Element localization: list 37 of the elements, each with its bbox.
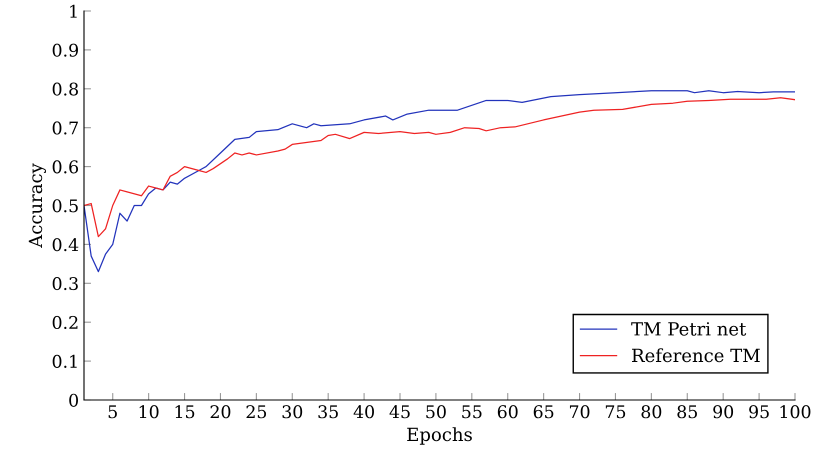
y-tick-label: 0.5 [52,199,78,212]
x-tick-label: 65 [534,405,554,418]
x-tick-label: 55 [462,405,482,418]
y-tick-label: 0.7 [52,121,78,135]
x-tick-label: 50 [426,405,446,418]
y-tick-label: 0.3 [52,277,78,290]
y-tick-label: 0.2 [52,316,78,330]
x-tick-label: 85 [677,405,697,418]
x-axis-title: Epochs [407,427,472,445]
line-series [84,90,795,272]
y-tick-label: 0.1 [52,354,77,368]
y-tick-label: 0.6 [52,160,78,174]
legend-label: TM Petri net [631,322,746,336]
line-series [84,97,795,238]
x-tick-label: 25 [246,405,266,418]
x-tick-label: 90 [713,405,734,418]
y-tick-label: 0 [69,394,78,407]
x-tick-label: 40 [354,405,374,418]
x-tick-label: 35 [318,405,338,418]
y-tick-label: 0.4 [52,238,78,252]
x-tick-label: 95 [749,405,769,418]
legend-label: Reference TM [632,348,760,362]
x-tick-label: 60 [498,405,518,418]
x-tick-label: 20 [210,405,230,418]
x-tick-label: 15 [176,405,194,418]
y-tick-label: 0.9 [52,44,78,57]
x-tick-label: 80 [641,405,662,418]
x-tick-label: 75 [606,405,626,418]
x-tick-label: 45 [389,405,410,418]
y-axis-title: Accuracy [28,163,46,248]
x-tick-label: 5 [108,405,117,418]
x-tick-label: 70 [570,405,590,418]
x-tick-label: 10 [140,405,159,418]
y-tick-label: 1 [70,4,77,18]
x-tick-label: 100 [780,405,810,418]
y-tick-label: 0.8 [52,82,78,96]
x-tick-label: 30 [282,405,302,418]
